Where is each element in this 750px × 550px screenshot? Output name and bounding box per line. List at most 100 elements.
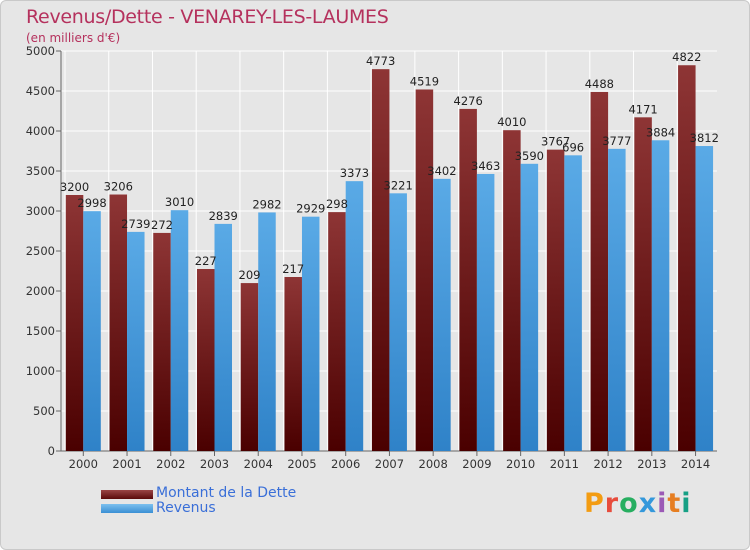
bar-dette bbox=[328, 212, 346, 451]
bar-dette bbox=[109, 194, 128, 451]
value-label-dette: 4519 bbox=[410, 74, 439, 88]
value-label-revenus: 3221 bbox=[384, 178, 413, 192]
x-tick-label: 2001 bbox=[112, 457, 141, 471]
bar-dette bbox=[197, 269, 215, 451]
y-tick-label: 5000 bbox=[26, 44, 55, 58]
y-tick-label: 4000 bbox=[26, 124, 55, 138]
value-label-dette: 272 bbox=[151, 218, 173, 232]
bar-revenus bbox=[520, 163, 539, 452]
legend-swatch-revenus bbox=[101, 504, 153, 513]
y-tick-label: 3500 bbox=[26, 164, 55, 178]
bar-revenus bbox=[433, 178, 451, 451]
logo-letter: i bbox=[657, 488, 668, 519]
y-tick-label: 1000 bbox=[26, 364, 55, 378]
x-tick-label: 2003 bbox=[200, 457, 229, 471]
value-label-dette: 209 bbox=[239, 268, 261, 282]
x-tick-label: 2013 bbox=[637, 457, 666, 471]
value-label-revenus: 3884 bbox=[646, 125, 675, 139]
value-label-dette: 4010 bbox=[497, 115, 526, 129]
value-label-revenus: 3812 bbox=[690, 131, 719, 145]
bar-revenus bbox=[608, 148, 626, 451]
bar-revenus bbox=[127, 231, 145, 451]
value-label-dette: 227 bbox=[195, 254, 217, 268]
y-tick-label: 0 bbox=[48, 444, 55, 458]
x-tick-label: 2014 bbox=[681, 457, 710, 471]
value-label-revenus: 2839 bbox=[209, 209, 238, 223]
bar-dette bbox=[546, 149, 565, 451]
value-label-dette: 4822 bbox=[672, 50, 701, 64]
chart-title: Revenus/Dette - VENAREY-LES-LAUMES bbox=[26, 6, 389, 28]
bars bbox=[65, 65, 714, 452]
y-tick-label: 3000 bbox=[26, 204, 55, 218]
value-label-dette: 217 bbox=[282, 262, 304, 276]
y-tick-label: 4500 bbox=[26, 84, 55, 98]
bar-dette bbox=[415, 89, 434, 451]
legend-label-dette: Montant de la Dette bbox=[156, 485, 297, 501]
value-label-dette: 4171 bbox=[628, 102, 657, 116]
x-tick-label: 2011 bbox=[550, 457, 579, 471]
value-label-revenus: 3402 bbox=[427, 164, 456, 178]
logo-letter: P bbox=[584, 488, 605, 519]
y-tick-label: 2500 bbox=[26, 244, 55, 258]
bar-revenus bbox=[695, 146, 714, 452]
bar-revenus bbox=[83, 211, 101, 451]
value-label-dette: 4773 bbox=[366, 54, 395, 68]
value-label-revenus: 2739 bbox=[121, 217, 150, 231]
bar-revenus bbox=[214, 223, 232, 451]
value-label-revenus: 2982 bbox=[252, 197, 281, 211]
x-tick-label: 2006 bbox=[331, 457, 360, 471]
value-label-dette: 3767 bbox=[541, 135, 570, 149]
logo-letter: o bbox=[619, 488, 639, 519]
value-label-revenus: 3010 bbox=[165, 195, 194, 209]
legend-swatch-dette bbox=[101, 490, 153, 499]
proxiti-logo: Proxiti bbox=[584, 488, 692, 519]
value-label-revenus: 3373 bbox=[340, 166, 369, 180]
y-tick-label: 500 bbox=[33, 404, 55, 418]
bar-dette bbox=[65, 195, 84, 451]
value-label-dette: 298 bbox=[326, 197, 348, 211]
bar-dette bbox=[678, 65, 696, 452]
x-tick-label: 2002 bbox=[156, 457, 185, 471]
logo-letter: i bbox=[681, 488, 692, 519]
x-tick-label: 2005 bbox=[287, 457, 316, 471]
legend-label-revenus: Revenus bbox=[156, 500, 216, 516]
bar-dette bbox=[240, 283, 259, 451]
value-label-revenus: 2929 bbox=[296, 202, 325, 216]
bar-revenus bbox=[476, 173, 495, 451]
value-labels: 3200 2998 3206 2739 272 3010 227 2839 209 2982 217… bbox=[60, 50, 719, 282]
value-label-revenus: 2998 bbox=[77, 196, 106, 210]
logo-letter: r bbox=[604, 488, 620, 519]
bar-dette bbox=[590, 91, 609, 452]
bar-revenus bbox=[170, 210, 189, 451]
value-label-dette: 4276 bbox=[454, 94, 483, 108]
bar-dette bbox=[153, 232, 171, 451]
value-label-revenus: 3777 bbox=[602, 134, 631, 148]
x-tick-label: 2004 bbox=[244, 457, 273, 471]
x-tick-label: 2007 bbox=[375, 457, 404, 471]
x-tick-label: 2009 bbox=[462, 457, 491, 471]
y-tick-label: 2000 bbox=[26, 284, 55, 298]
bar-dette bbox=[284, 277, 302, 451]
value-label-revenus: 3590 bbox=[515, 149, 544, 163]
bar-revenus bbox=[345, 181, 364, 451]
value-label-dette: 4488 bbox=[585, 77, 614, 91]
x-tick-label: 2000 bbox=[69, 457, 98, 471]
bar-dette bbox=[634, 117, 652, 451]
tick-labels: 0 500 1000 1500 2000 2500 3000 3500 4000 4500 5000… bbox=[26, 44, 710, 471]
bar-dette bbox=[371, 69, 390, 451]
chart-subtitle: (en milliers d'€) bbox=[26, 31, 121, 45]
logo-letter: x bbox=[638, 488, 658, 519]
bar-revenus bbox=[258, 212, 276, 451]
value-label-revenus: 696 bbox=[562, 140, 584, 154]
value-label-dette: 3200 bbox=[60, 180, 89, 194]
x-tick-label: 2012 bbox=[593, 457, 622, 471]
bar-revenus bbox=[389, 193, 407, 451]
x-tick-label: 2010 bbox=[506, 457, 535, 471]
y-tick-label: 1500 bbox=[26, 324, 55, 338]
bar-revenus bbox=[301, 216, 320, 451]
bar-dette bbox=[459, 108, 477, 452]
bar-revenus bbox=[651, 140, 670, 451]
x-tick-label: 2008 bbox=[419, 457, 448, 471]
